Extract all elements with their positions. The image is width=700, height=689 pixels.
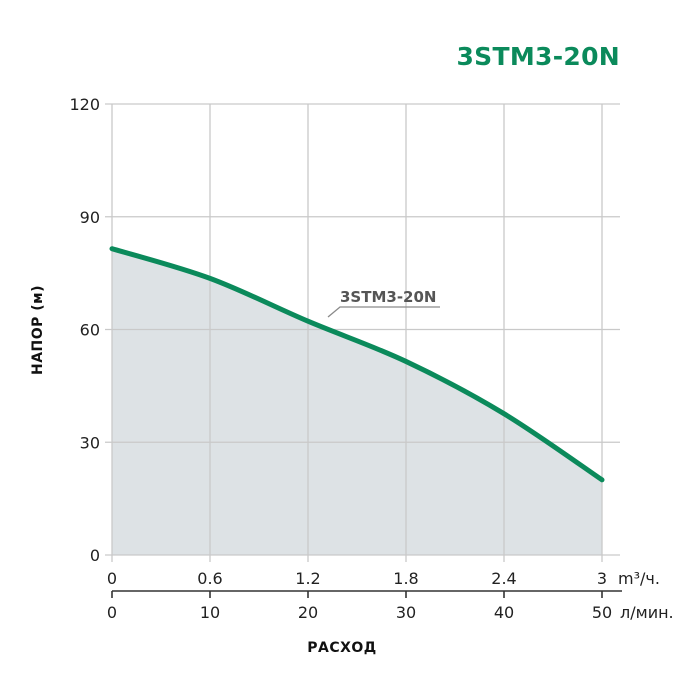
curve-label: 3STM3-20N: [340, 288, 437, 306]
x-unit-secondary: л/мин.: [620, 603, 674, 622]
x-axis-label: РАСХОД: [307, 640, 377, 656]
x-tick-label: 3: [597, 569, 607, 588]
x-tick-label: 0.6: [197, 569, 222, 588]
x2-tick-label: 50: [592, 603, 612, 622]
y-tick-label: 90: [80, 208, 100, 227]
x2-tick-label: 0: [107, 603, 117, 622]
x2-tick-label: 30: [396, 603, 416, 622]
y-tick-label: 0: [90, 546, 100, 565]
x2-tick-label: 10: [200, 603, 220, 622]
y-tick-label: 120: [69, 95, 100, 114]
x2-tick-label: 40: [494, 603, 514, 622]
x2-tick-label: 20: [298, 603, 318, 622]
curve-area-fill: [112, 248, 602, 555]
x-tick-label: 2.4: [491, 569, 516, 588]
y-axis-label: НАПОР (м): [30, 284, 46, 376]
chart-title: 3STM3-20N: [456, 42, 620, 71]
x-axis-secondary: 0 10 20 30 40 50 л/мин.: [107, 590, 674, 622]
grid-lines: [105, 103, 620, 562]
curve-annotation: 3STM3-20N: [327, 288, 440, 318]
x-axis-primary-ticks: 0 0.6 1.2 1.8 2.4 3 m³/ч.: [107, 569, 660, 588]
pump-curve-line: [109, 246, 605, 483]
x-unit-primary: m³/ч.: [618, 569, 660, 588]
x-tick-label: 0: [107, 569, 117, 588]
y-tick-label: 60: [80, 321, 100, 340]
y-axis-ticks: 0 30 60 90 120: [69, 95, 100, 565]
x-tick-label: 1.2: [295, 569, 320, 588]
x-tick-label: 1.8: [393, 569, 418, 588]
y-tick-label: 30: [80, 433, 100, 452]
